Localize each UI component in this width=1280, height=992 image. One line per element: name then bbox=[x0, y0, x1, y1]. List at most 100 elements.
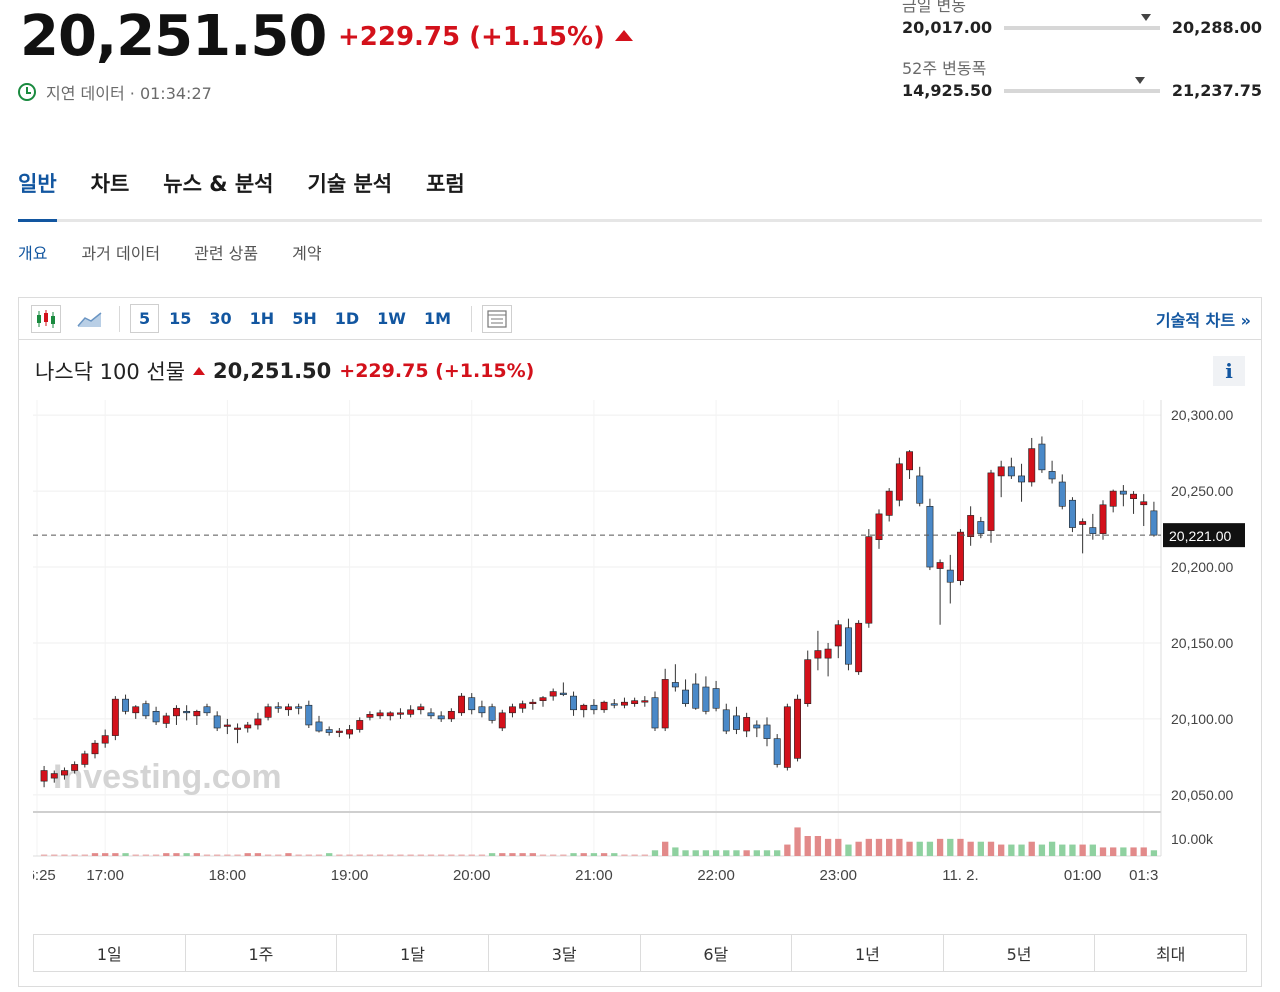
candle-body bbox=[396, 712, 404, 715]
candle-body bbox=[895, 463, 903, 501]
volume-bar bbox=[651, 850, 659, 856]
chart-toolbar: 5 15 30 1H 5H 1D 1W 1M 기술적 차트 » bbox=[19, 298, 1261, 340]
candle-body bbox=[1048, 471, 1056, 480]
volume-bar bbox=[203, 854, 211, 856]
period-6mo[interactable]: 6달 bbox=[641, 935, 793, 971]
timeframe-1m[interactable]: 1M bbox=[423, 309, 451, 328]
day-range: 금일 변동 20,017.00 20,288.00 bbox=[902, 0, 1262, 37]
timeframe-5[interactable]: 5 bbox=[130, 304, 160, 333]
timeframe-1w[interactable]: 1W bbox=[377, 309, 406, 328]
candle-body bbox=[916, 475, 924, 504]
period-1d[interactable]: 1일 bbox=[34, 935, 186, 971]
candle-body bbox=[1089, 527, 1097, 534]
tab-news[interactable]: 뉴스 & 분석 bbox=[163, 172, 274, 196]
candle-body bbox=[1119, 490, 1127, 495]
candle-body bbox=[549, 691, 557, 697]
timeframe-5h[interactable]: 5H bbox=[292, 309, 317, 328]
candle-body bbox=[559, 692, 567, 695]
volume-bar bbox=[112, 853, 119, 856]
candle-body bbox=[1079, 521, 1087, 525]
volume-bar bbox=[509, 853, 516, 856]
current-price-label: 20,221.00 bbox=[1169, 528, 1231, 544]
y-tick-label: 20,050.00 bbox=[1171, 787, 1233, 803]
price-change-text: +229.75 (+1.15%) bbox=[338, 22, 605, 52]
volume-bar bbox=[61, 854, 68, 856]
volume-bar bbox=[621, 854, 628, 856]
period-max[interactable]: 최대 bbox=[1155, 945, 1186, 964]
technical-chart-link[interactable]: 기술적 차트 » bbox=[1155, 310, 1251, 330]
volume-bar bbox=[173, 853, 180, 856]
candle-body bbox=[1007, 466, 1015, 477]
subtab-related[interactable]: 관련 상품 bbox=[194, 244, 259, 263]
volume-bar bbox=[539, 854, 547, 856]
x-tick-label: 01:3 bbox=[1129, 867, 1158, 884]
tab-chart[interactable]: 차트 bbox=[90, 172, 130, 196]
candle-body bbox=[722, 709, 730, 732]
candlestick-chart[interactable]: 20,300.00 20,250.00 20,200.00 20,150.00 20,1… bbox=[33, 400, 1247, 900]
candle-body bbox=[804, 659, 812, 705]
period-1y[interactable]: 1년 bbox=[792, 935, 944, 971]
candle-body bbox=[1130, 493, 1138, 500]
period-3mo[interactable]: 3달 bbox=[489, 935, 641, 971]
volume-bar bbox=[1079, 844, 1086, 856]
volume-bar bbox=[733, 850, 740, 856]
timeframe-30[interactable]: 30 bbox=[209, 309, 232, 328]
timeframe-1d[interactable]: 1D bbox=[334, 309, 360, 328]
period-1w[interactable]: 1주 bbox=[186, 935, 338, 971]
candlestick-icon[interactable] bbox=[31, 304, 61, 333]
volume-bar bbox=[315, 854, 323, 856]
volume-bar bbox=[468, 854, 475, 856]
volume-bar bbox=[193, 853, 200, 856]
tab-overview[interactable]: 일반 bbox=[18, 166, 57, 222]
volume-bar bbox=[71, 854, 78, 856]
candle-body bbox=[142, 703, 150, 717]
candle-body bbox=[539, 697, 547, 701]
candle-body bbox=[885, 490, 893, 516]
table-icon[interactable] bbox=[482, 304, 512, 333]
x-tick-label: 18:00 bbox=[209, 867, 247, 884]
candle-body bbox=[1058, 481, 1066, 507]
volume-bar bbox=[1120, 847, 1127, 856]
candle-body bbox=[1038, 443, 1046, 471]
volume-bar bbox=[91, 853, 99, 856]
volume-bar bbox=[295, 854, 302, 856]
candle-body bbox=[244, 724, 252, 729]
candle-body bbox=[234, 727, 242, 730]
volume-bar bbox=[926, 841, 934, 856]
volume-bar bbox=[855, 841, 862, 856]
candle-body bbox=[844, 627, 852, 665]
subtab-summary[interactable]: 개요 bbox=[18, 244, 48, 263]
volume-bar bbox=[132, 854, 139, 856]
candle-body bbox=[162, 715, 170, 724]
subtab-contract[interactable]: 계약 bbox=[292, 244, 322, 263]
period-5y[interactable]: 5년 bbox=[944, 935, 1096, 971]
candle-body bbox=[651, 697, 659, 729]
candle-body bbox=[71, 764, 79, 771]
candle-body bbox=[478, 706, 486, 714]
area-chart-icon[interactable] bbox=[75, 305, 105, 333]
tab-forum[interactable]: 포럼 bbox=[426, 172, 465, 196]
timeframe-15[interactable]: 15 bbox=[169, 309, 192, 328]
volume-bar bbox=[977, 841, 984, 856]
candle-body bbox=[987, 472, 995, 531]
week52-range-high: 21,237.75 bbox=[1171, 81, 1262, 100]
volume-bar bbox=[458, 854, 465, 856]
info-button[interactable]: i bbox=[1213, 356, 1245, 386]
period-1mo[interactable]: 1달 bbox=[337, 935, 489, 971]
volume-bar bbox=[102, 853, 109, 856]
volume-bar bbox=[824, 838, 832, 856]
volume-bar bbox=[570, 853, 577, 856]
volume-bar bbox=[865, 838, 872, 856]
period-selector: 1일 1주 1달 3달 6달 1년 5년 최대 bbox=[33, 934, 1247, 972]
timeframe-1h[interactable]: 1H bbox=[249, 309, 275, 328]
x-tick-label: 22:00 bbox=[697, 867, 735, 884]
delay-text: 지연 데이터 · 01:34:27 bbox=[46, 84, 212, 103]
volume-bar bbox=[417, 854, 424, 856]
tab-technical[interactable]: 기술 분석 bbox=[307, 172, 393, 196]
candle-body bbox=[346, 729, 354, 735]
volume-bar bbox=[122, 853, 129, 856]
candle-body bbox=[702, 686, 710, 712]
volume-bar bbox=[285, 853, 292, 856]
week52-range: 52주 변동폭 14,925.50 21,237.75 bbox=[902, 55, 1262, 100]
subtab-historical[interactable]: 과거 데이터 bbox=[81, 244, 161, 263]
